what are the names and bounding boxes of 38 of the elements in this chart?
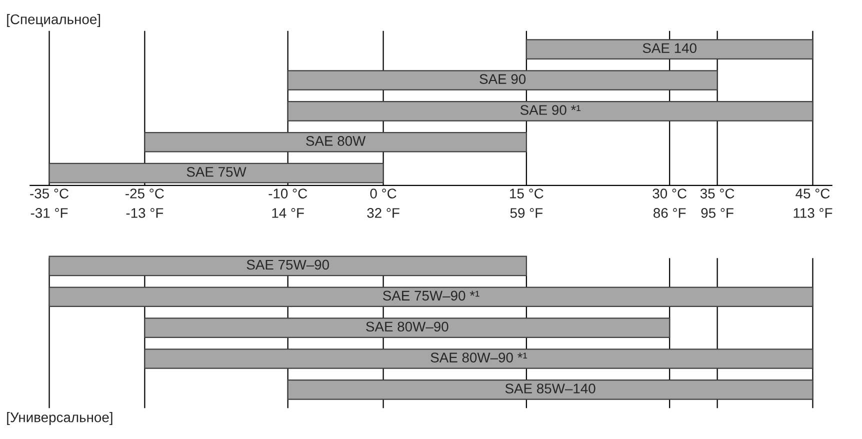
- x-tick-label: -25 °C: [126, 188, 164, 198]
- y-tick-label: SAE 80W–90: [366, 322, 448, 332]
- y-tick-label: SAE 75W: [186, 166, 246, 177]
- y-tick-label: SAE 90: [480, 74, 526, 84]
- x2-tick-label: 32 °F: [367, 208, 400, 218]
- y-tick-label: SAE 90 *¹: [520, 105, 580, 115]
- bar: [144, 348, 814, 369]
- x-tick-label: 35 °C: [700, 188, 734, 198]
- x-tick-label: -10 °C: [268, 188, 308, 198]
- y-tick-label: SAE 75W–90 *¹: [383, 290, 480, 301]
- bar: [526, 39, 814, 60]
- x-tick-label: 30 °C: [652, 188, 687, 198]
- x-tick-label: 45 °C: [796, 188, 830, 198]
- bar: [48, 286, 814, 308]
- x2-tick-label: -31 °F: [30, 208, 68, 218]
- bar: [287, 101, 814, 122]
- x-tick-label: 15 °C: [510, 188, 544, 198]
- bar: [144, 132, 527, 152]
- bar: [48, 256, 527, 276]
- y-tick-label: SAE 80W: [306, 136, 366, 146]
- y-tick-label: SAE 80W–90 *¹: [430, 352, 528, 362]
- y-tick-label: SAE 75W–90: [246, 260, 329, 270]
- x2-tick-label: 113 °F: [794, 208, 832, 218]
- chart-title: [Специальное]: [7, 14, 100, 27]
- x2-tick-label: 95 °F: [701, 208, 734, 218]
- y-tick-label: SAE 140: [642, 43, 696, 54]
- bar: [48, 162, 384, 184]
- x-tick-label: -35 °C: [30, 188, 68, 198]
- bar: [287, 70, 718, 90]
- bar: [144, 318, 670, 338]
- bar: [287, 380, 814, 400]
- x-tick-label: 0 °C: [370, 188, 396, 198]
- text: [Универсальное]: [7, 412, 112, 425]
- x2-tick-label: -13 °F: [126, 208, 164, 218]
- x2-tick-label: 59 °F: [510, 208, 543, 218]
- x2-tick-label: 14 °F: [272, 208, 304, 218]
- y-tick-label: SAE 85W–140: [505, 384, 596, 394]
- x2-tick-label: 86 °F: [654, 208, 686, 218]
